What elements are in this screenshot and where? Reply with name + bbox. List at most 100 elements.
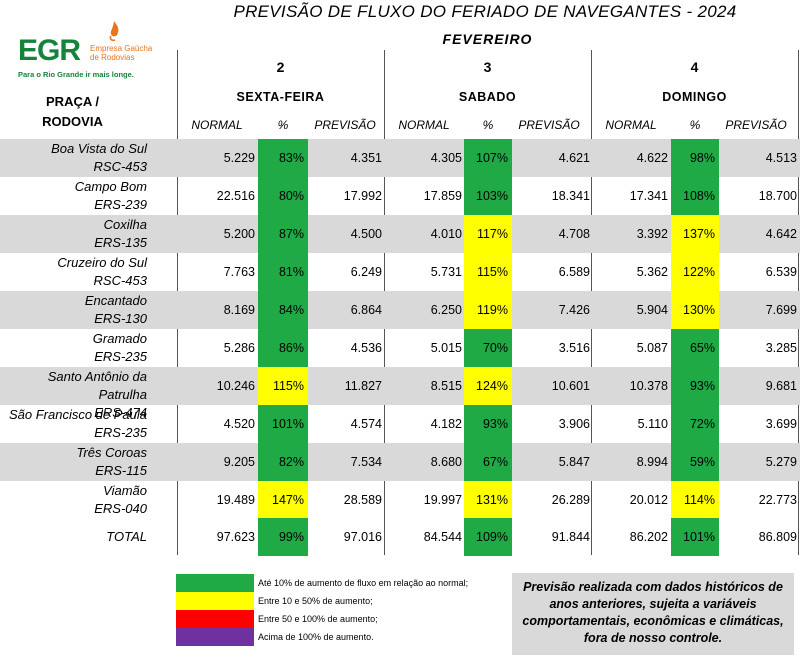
forecast-value: 4.642 [765,227,797,241]
plaza-name: Viamão [103,483,147,498]
legend-item: Acima de 100% de aumento. [176,628,506,646]
column-header: PREVISÃO [314,118,376,132]
forecast-value: 4.351 [350,151,382,165]
table-row: Gramado ERS-235 5.286 86% 4.536 5.015 70% 3.516… [0,329,800,367]
highway-code: RSC-453 [93,273,147,288]
normal-value: 19.489 [216,493,255,507]
toll-plaza-name: Gramado ERS-235 [0,330,147,366]
table-row: Três Coroas ERS-115 9.205 82% 7.534 8.680 67% 5… [0,443,800,481]
forecast-value: 5.279 [765,455,797,469]
normal-value: 86.202 [629,530,668,544]
forecast-value: 9.681 [765,379,797,393]
percent-cell: 67% [464,443,512,481]
percent-cell: 119% [464,291,512,329]
forecast-value: 6.589 [558,265,590,279]
normal-value: 20.012 [629,493,668,507]
plaza-name: Campo Bom [74,179,147,194]
percent-cell: 114% [671,481,719,519]
day-name: SEXTA-FEIRA [236,90,325,104]
column-header: % [482,118,494,132]
normal-value: 84.544 [423,530,462,544]
percent-cell: 108% [671,177,719,215]
forecast-value: 5.847 [558,455,590,469]
plaza-name: Santo Antônio da Patrulha [47,369,147,402]
percent-cell: 107% [464,139,512,177]
toll-plaza-name: Cruzeiro do Sul RSC-453 [0,254,147,290]
normal-value: 19.997 [423,493,462,507]
highway-code: ERS-040 [94,501,147,516]
egr-logo: EGR Empresa Gaúcha de Rodovias Para o Ri… [18,20,178,80]
forecast-value: 97.016 [343,530,382,544]
highway-code: ERS-239 [94,197,147,212]
total-row: TOTAL 97.623 99% 97.016 84.544 109% 91.844 86.2… [0,518,800,556]
forecast-value: 4.708 [558,227,590,241]
percent-cell: 131% [464,481,512,519]
normal-value: 4.010 [430,227,462,241]
forecast-note: Previsão realizada com dados históricos … [512,573,794,655]
legend-swatch [176,628,254,646]
table-row: Campo Bom ERS-239 22.516 80% 17.992 17.859 103… [0,177,800,215]
normal-value: 3.392 [636,227,668,241]
toll-plaza-name: Coxilha ERS-135 [0,216,147,252]
day-name: DOMINGO [662,90,727,104]
normal-value: 4.305 [430,151,462,165]
forecast-value: 4.513 [765,151,797,165]
table-row: Encantado ERS-130 8.169 84% 6.864 6.250 119% 7.… [0,291,800,329]
row-header-line1: PRAÇA / [46,94,99,109]
percent-cell: 124% [464,367,512,405]
column-header: PREVISÃO [725,118,787,132]
forecast-value: 4.574 [350,417,382,431]
normal-value: 5.015 [430,341,462,355]
forecast-value: 4.536 [350,341,382,355]
percent-cell: 83% [258,139,308,177]
percent-cell: 147% [258,481,308,519]
percent-cell: 70% [464,329,512,367]
month-header: FEVEREIRO [442,31,533,47]
normal-value: 8.994 [636,455,668,469]
normal-value: 5.229 [223,151,255,165]
forecast-value: 91.844 [551,530,590,544]
plaza-name: Cruzeiro do Sul [57,255,147,270]
normal-value: 5.110 [637,417,668,431]
highway-code: RSC-453 [93,159,147,174]
plaza-name: São Francisco de Paula [8,407,147,422]
legend-text: Até 10% de aumento de fluxo em relação a… [258,578,469,588]
forecast-value: 11.827 [344,379,382,393]
forecast-value: 3.699 [765,417,797,431]
forecast-value: 4.500 [350,227,382,241]
forecast-value: 7.699 [765,303,797,317]
table-row: Santo Antônio da Patrulha ERS-474 10.246 11… [0,367,800,420]
percent-cell: 115% [258,367,308,405]
legend-item: Entre 50 e 100% de aumento; [176,610,506,628]
column-header: % [277,118,289,132]
highway-code: ERS-135 [94,235,147,250]
forecast-value: 18.341 [551,189,590,203]
highway-code: ERS-474 [94,405,147,420]
toll-plaza-name: São Francisco de Paula ERS-235 [0,406,147,442]
percent-cell: 82% [258,443,308,481]
flame-icon [109,21,119,41]
plaza-name: Três Coroas [76,445,147,460]
toll-plaza-name: Três Coroas ERS-115 [0,444,147,480]
table-row: Viamão ERS-040 19.489 147% 28.589 19.997 131% 2… [0,481,800,519]
normal-value: 8.515 [430,379,462,393]
percent-cell: 80% [258,177,308,215]
day-name: SABADO [458,90,517,104]
table-row: Boa Vista do Sul RSC-453 5.229 83% 4.351 4.30… [0,139,800,177]
forecast-value: 10.601 [551,379,590,393]
percent-cell: 98% [671,139,719,177]
percent-cell: 103% [464,177,512,215]
column-header: % [689,118,701,132]
plaza-name: Coxilha [103,217,147,232]
percent-cell: 130% [671,291,719,329]
forecast-value: 28.589 [343,493,382,507]
percent-cell: 72% [671,405,719,443]
legend-text: Entre 50 e 100% de aumento; [258,614,378,624]
normal-value: 5.286 [223,341,255,355]
forecast-value: 17.992 [343,189,382,203]
legend-swatch [176,592,254,610]
normal-value: 4.622 [636,151,668,165]
highway-code: ERS-235 [94,349,147,364]
forecast-value: 3.906 [558,417,590,431]
percent-cell: 101% [671,518,719,556]
